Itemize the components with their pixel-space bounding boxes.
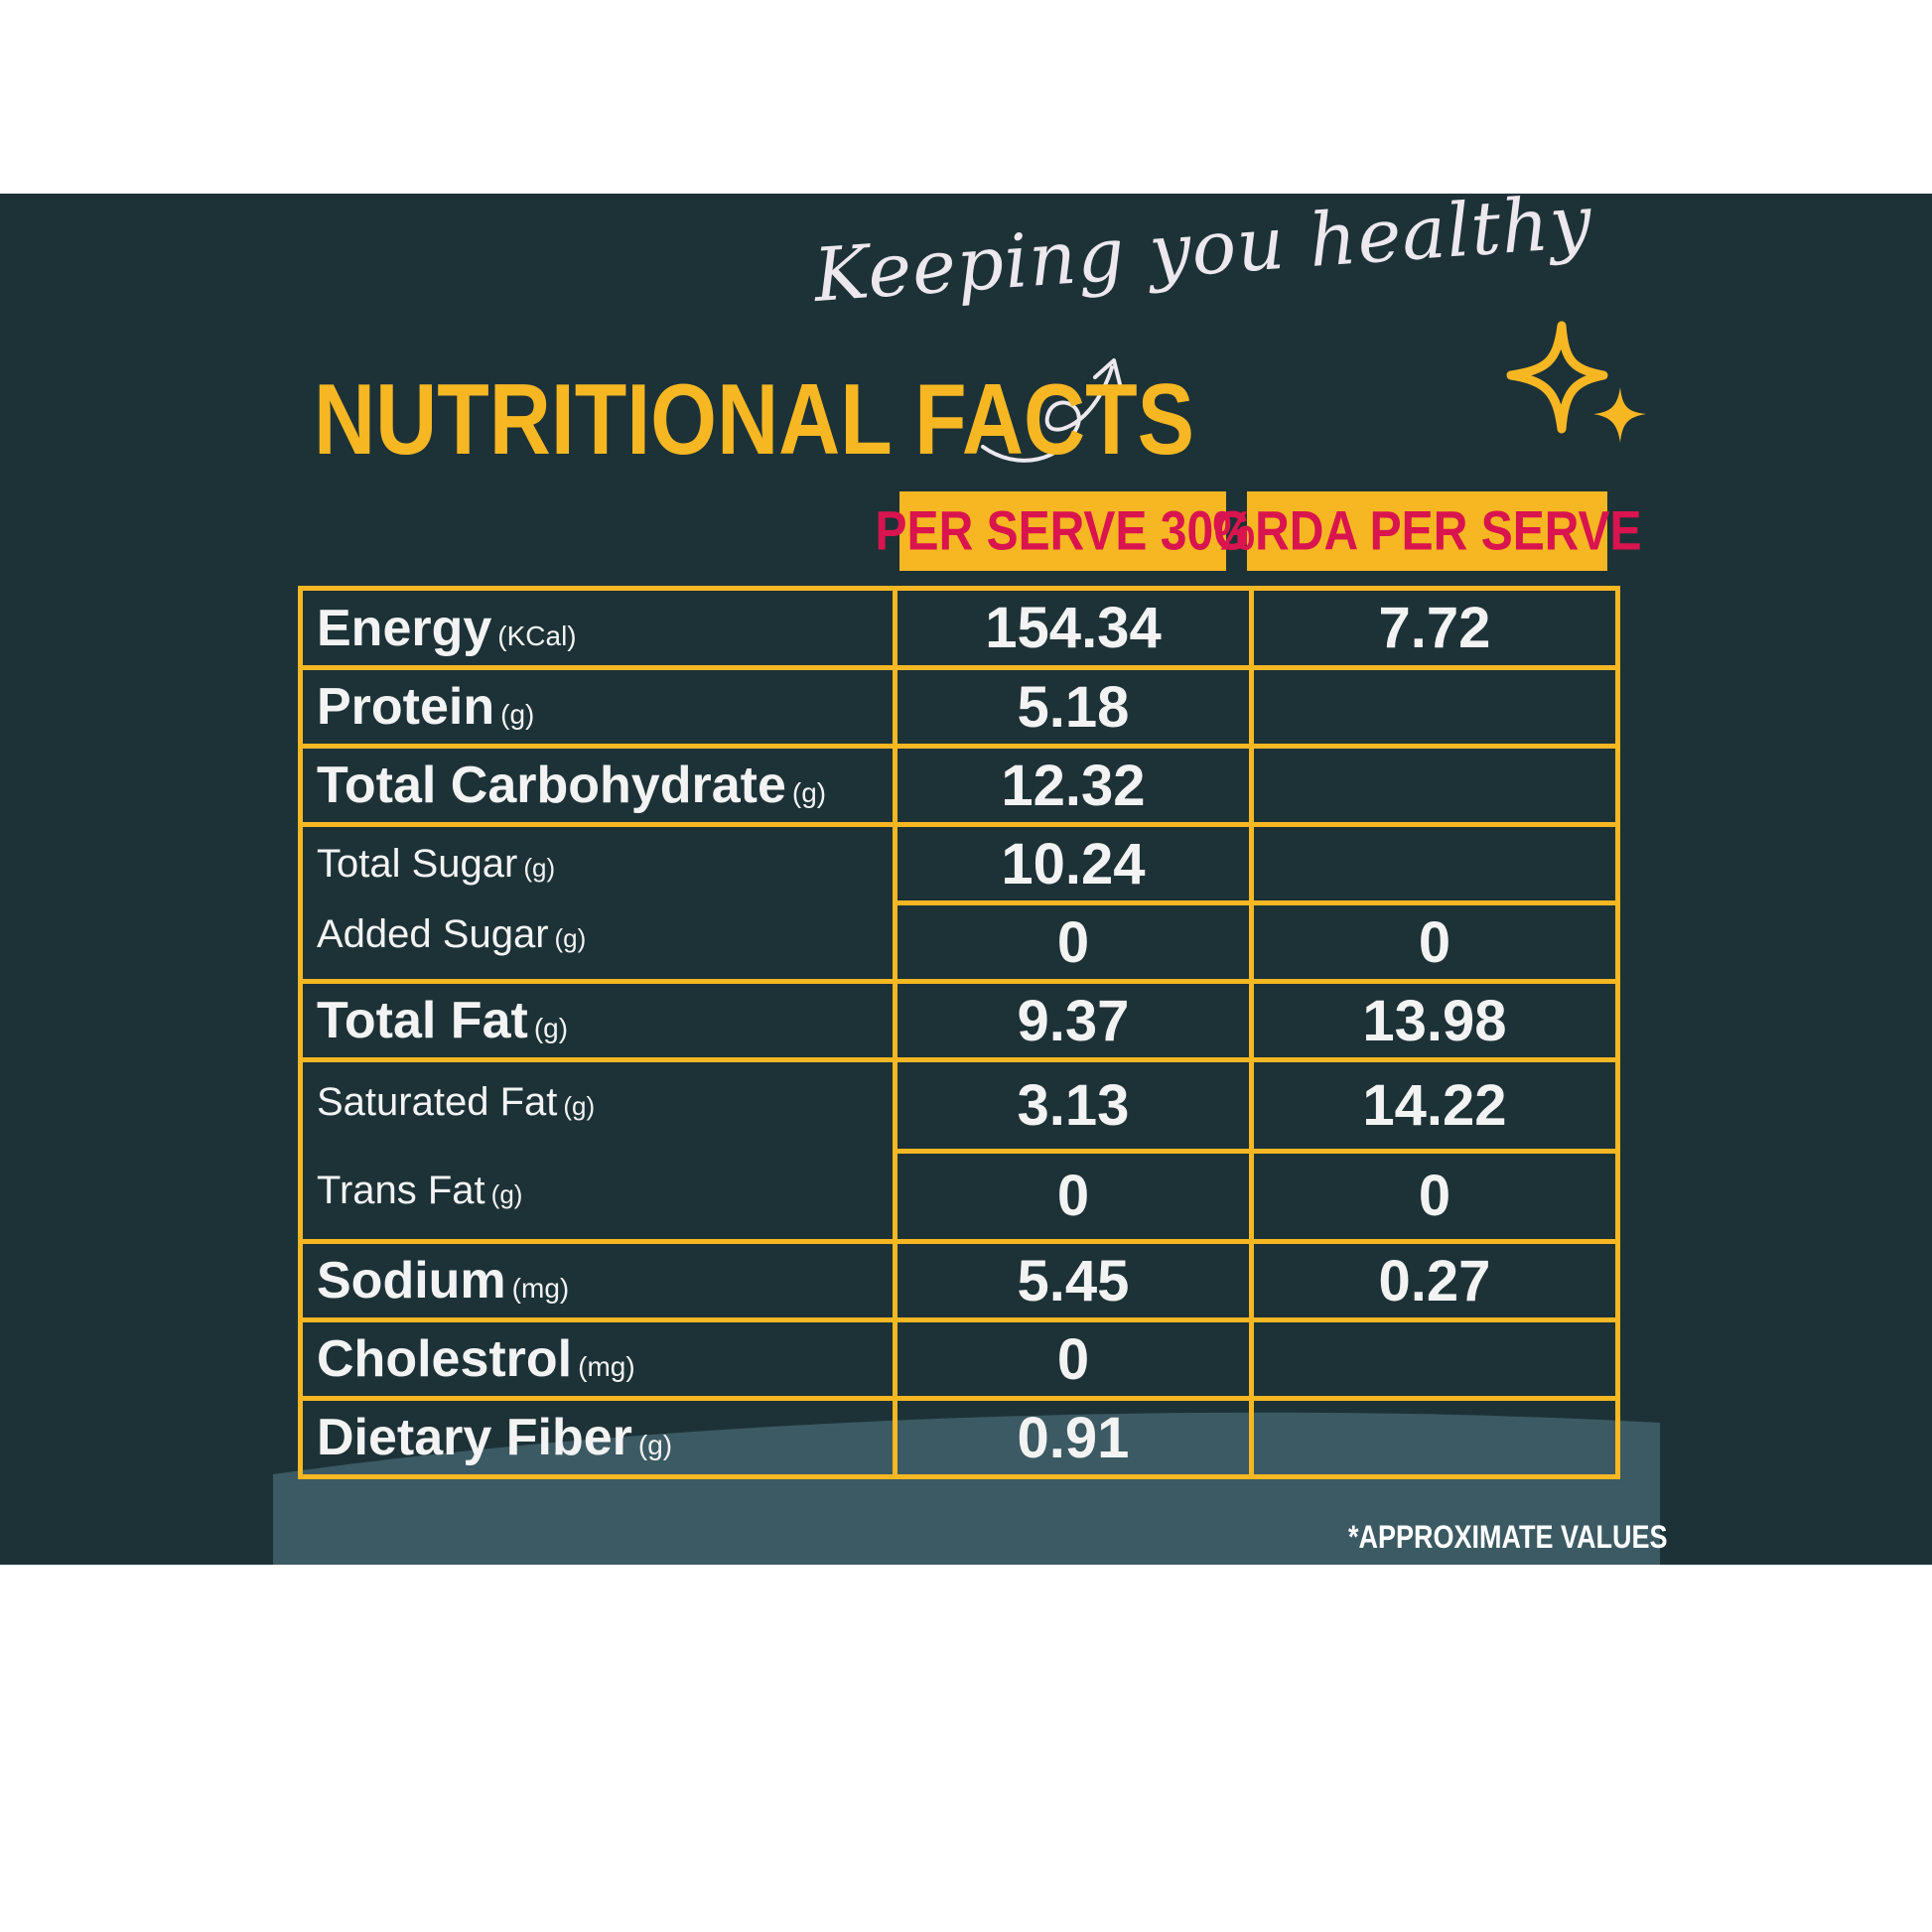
table-row: Total Sugar (g) Added Sugar (g) 10.24	[298, 822, 1620, 984]
rda-value	[1249, 744, 1620, 827]
nutrient-name: Energy	[317, 599, 492, 657]
rda-value	[1249, 822, 1620, 905]
nutrient-name: Total Fat	[317, 992, 528, 1049]
nutrient-unit: (g)	[563, 1091, 596, 1121]
curved-arrow-icon	[981, 358, 1122, 463]
row-label: Saturated Fat (g) Trans Fat (g)	[298, 1057, 897, 1244]
per-serve-value: 0.91	[893, 1396, 1254, 1479]
column-header-per-serve: PER SERVE 30G	[876, 491, 1250, 571]
row-label: Cholestrol (mg)	[298, 1317, 897, 1401]
table-row: Dietary Fiber (g) 0.91	[298, 1396, 1620, 1479]
rda-value: 7.72	[1249, 586, 1620, 670]
rda-value	[1249, 1396, 1620, 1479]
nutrient-unit: (g)	[490, 1179, 523, 1209]
table-row: Saturated Fat (g) Trans Fat (g) 3.13 14.22	[298, 1057, 1620, 1244]
table-row: 0 0	[301, 1148, 1620, 1244]
table-row: Cholestrol (mg) 0	[298, 1317, 1620, 1401]
per-serve-value: 0	[893, 1317, 1254, 1401]
nutrient-unit: (g)	[533, 1013, 569, 1043]
table-row: Sodium (mg) 5.45 0.27	[298, 1239, 1620, 1322]
nutrient-unit: (g)	[523, 852, 556, 883]
row-label: Sodium (mg)	[298, 1239, 897, 1322]
row-label: Total Sugar (g) Added Sugar (g)	[298, 822, 897, 984]
table-row: 0 0	[301, 900, 1620, 984]
per-serve-value: 154.34	[893, 586, 1254, 670]
rda-value: 13.98	[1249, 979, 1620, 1062]
nutrient-name: Sodium	[317, 1252, 506, 1310]
per-serve-value: 9.37	[893, 979, 1254, 1062]
row-label: Dietary Fiber (g)	[298, 1396, 897, 1479]
nutrient-name: Cholestrol	[317, 1330, 573, 1388]
rda-value: 0.27	[1249, 1239, 1620, 1322]
table-row: Protein (g) 5.18	[298, 665, 1620, 749]
table-row: Energy (KCal) 154.34 7.72	[298, 586, 1620, 670]
nutrient-unit: (g)	[791, 777, 827, 808]
per-serve-value: 3.13	[893, 1057, 1254, 1154]
footnote: *APPROXIMATE VALUES	[1348, 1519, 1668, 1555]
per-serve-value: 0	[893, 1148, 1254, 1244]
nutrient-name: Saturated Fat	[317, 1080, 558, 1124]
sparkle-icon	[1506, 321, 1646, 443]
row-label: Total Fat (g)	[298, 979, 897, 1062]
per-serve-value: 0	[893, 900, 1254, 984]
nutrient-name: Total Sugar	[317, 841, 518, 886]
rda-value: 14.22	[1249, 1057, 1620, 1154]
nutrient-unit: (g)	[500, 699, 535, 730]
row-label: Energy (KCal)	[298, 586, 897, 670]
nutrient-name: Added Sugar	[317, 911, 549, 956]
nutrition-panel: Keeping you healthy NUTRITIONAL FACTS PE…	[0, 194, 1932, 1565]
table-row: Total Carbohydrate (g) 12.32	[298, 744, 1620, 827]
nutrient-name: Protein	[317, 678, 495, 736]
page-title: NUTRITIONAL FACTS	[314, 363, 1195, 477]
rda-value	[1249, 665, 1620, 749]
nutrient-unit: (g)	[637, 1430, 673, 1460]
nutrient-name: Dietary Fiber	[317, 1409, 632, 1466]
nutrient-unit: (g)	[554, 922, 587, 953]
row-label: Protein (g)	[298, 665, 897, 749]
per-serve-value: 10.24	[893, 822, 1254, 905]
nutrient-name: Trans Fat	[317, 1169, 485, 1212]
row-label: Total Carbohydrate (g)	[298, 744, 897, 827]
per-serve-value: 5.45	[893, 1239, 1254, 1322]
rda-value	[1249, 1317, 1620, 1401]
nutrient-unit: (KCal)	[497, 620, 577, 651]
per-serve-value: 12.32	[893, 744, 1254, 827]
rda-value: 0	[1249, 900, 1620, 984]
column-header-rda: %RDA PER SERVE	[1212, 491, 1642, 571]
table-row: Total Fat (g) 9.37 13.98	[298, 979, 1620, 1062]
per-serve-value: 5.18	[893, 665, 1254, 749]
nutrient-unit: (mg)	[511, 1273, 570, 1304]
nutrition-table: Energy (KCal) 154.34 7.72 Protein (g) 5.18…	[298, 586, 1620, 1479]
nutrient-unit: (mg)	[578, 1351, 635, 1382]
rda-value: 0	[1249, 1148, 1620, 1244]
nutrient-name: Total Carbohydrate	[317, 757, 786, 814]
